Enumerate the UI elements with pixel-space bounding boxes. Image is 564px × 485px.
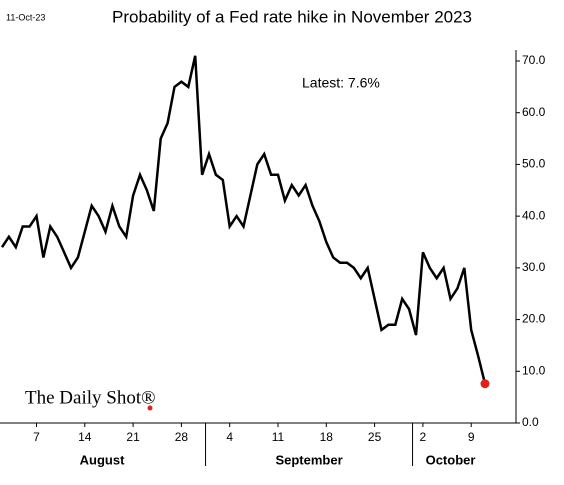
series-line bbox=[0, 55, 487, 385]
watermark-dot bbox=[147, 405, 153, 411]
x-tick-label: 14 bbox=[78, 430, 92, 444]
y-tick-label: 10.0 bbox=[522, 363, 546, 377]
annotation: Latest: 7.6% bbox=[302, 75, 380, 91]
y-tick-label: 0.0 bbox=[522, 415, 539, 429]
date-stamp: 11-Oct-23 bbox=[6, 12, 45, 22]
x-tick-label: 4 bbox=[226, 430, 233, 444]
month-label: August bbox=[80, 452, 125, 467]
x-tick-label: 21 bbox=[126, 430, 140, 444]
y-tick-label: 40.0 bbox=[522, 208, 546, 222]
x-tick-label: 7 bbox=[33, 430, 40, 444]
x-tick-label: 18 bbox=[320, 430, 334, 444]
month-label: September bbox=[275, 452, 342, 467]
x-tick-label: 28 bbox=[175, 430, 189, 444]
y-tick-label: 70.0 bbox=[522, 53, 546, 67]
month-label: October bbox=[426, 452, 476, 467]
chart-title: Probability of a Fed rate hike in Novemb… bbox=[112, 7, 472, 26]
y-tick-label: 50.0 bbox=[522, 157, 546, 171]
x-tick-label: 9 bbox=[468, 430, 475, 444]
y-tick-label: 20.0 bbox=[522, 312, 546, 326]
x-tick-label: 25 bbox=[368, 430, 382, 444]
y-tick-label: 30.0 bbox=[522, 260, 546, 274]
x-tick-label: 11 bbox=[272, 430, 285, 444]
latest-point bbox=[480, 379, 490, 389]
y-tick-label: 60.0 bbox=[522, 105, 546, 119]
watermark: The Daily Shot® bbox=[25, 387, 156, 408]
x-tick-label: 2 bbox=[420, 430, 427, 444]
